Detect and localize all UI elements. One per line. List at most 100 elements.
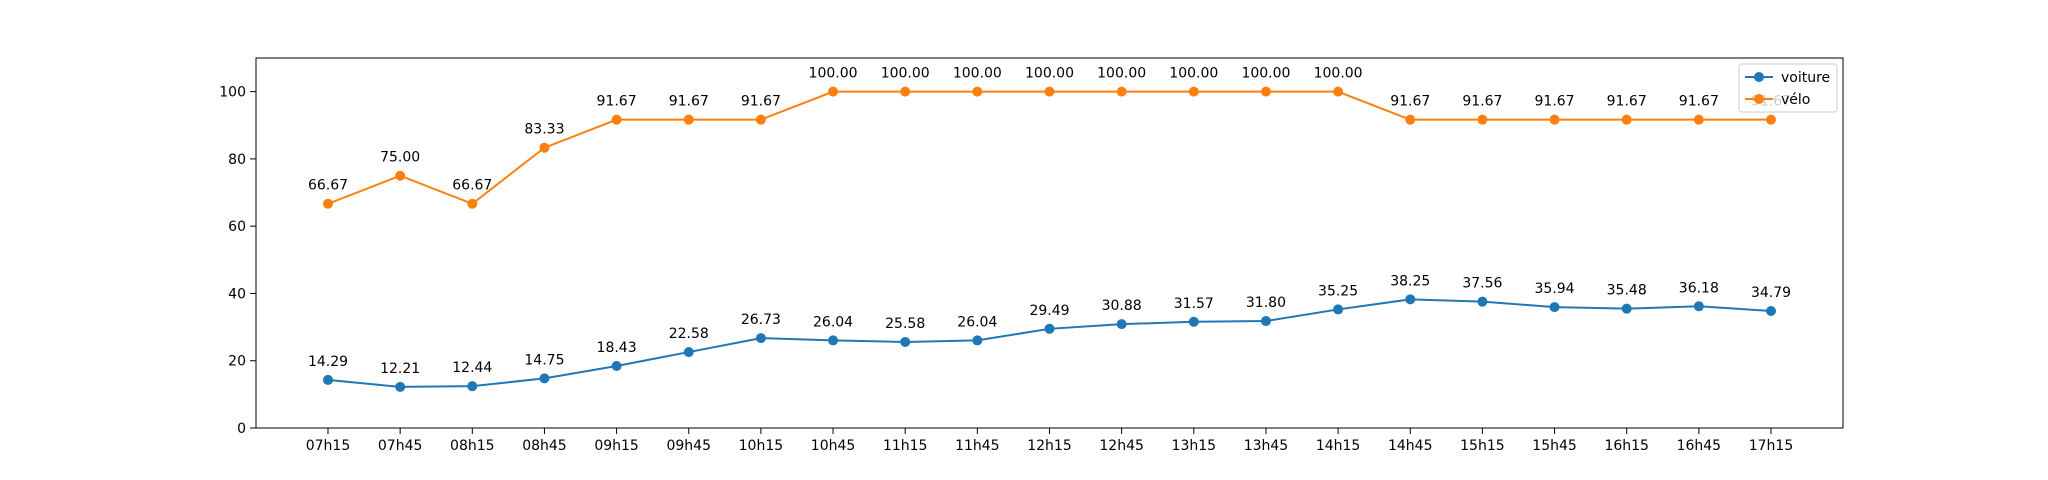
x-tick-label: 17h15 [1749, 438, 1794, 454]
data-label: 14.75 [524, 352, 564, 368]
data-point [1693, 114, 1704, 125]
data-point [828, 335, 839, 346]
data-point [683, 114, 694, 125]
data-label: 91.67 [669, 94, 709, 110]
data-label: 25.58 [885, 316, 925, 332]
x-tick-label: 14h45 [1388, 438, 1433, 454]
data-point [1116, 86, 1127, 97]
data-point [1621, 303, 1632, 314]
data-point [1405, 114, 1416, 125]
data-label: 38.25 [1390, 273, 1430, 289]
data-point [1693, 301, 1704, 312]
data-point [1044, 86, 1055, 97]
x-tick-label: 10h15 [739, 438, 784, 454]
x-tick-label: 14h15 [1316, 438, 1361, 454]
data-label: 12.44 [452, 360, 492, 376]
x-tick-label: 11h45 [955, 438, 1000, 454]
x-tick-label: 08h45 [522, 438, 567, 454]
data-point [1260, 86, 1271, 97]
data-label: 91.67 [741, 94, 781, 110]
legend: voiture vélo [1738, 63, 1838, 113]
x-tick-label: 13h45 [1244, 438, 1289, 454]
x-tick-label: 15h45 [1532, 438, 1577, 454]
data-label: 91.67 [1462, 94, 1502, 110]
x-tick-label: 08h15 [450, 438, 495, 454]
x-tick-label: 09h45 [666, 438, 711, 454]
legend-label: voiture [1781, 70, 1830, 86]
y-axis: 0 20 40 60 80 100 [219, 85, 256, 437]
data-point [467, 198, 478, 209]
y-tick-label: 100 [219, 85, 246, 101]
x-tick-label: 10h45 [811, 438, 856, 454]
data-point [323, 198, 333, 209]
legend-marker [1754, 72, 1764, 82]
data-label: 66.67 [452, 178, 492, 194]
data-label: 91.67 [1607, 94, 1647, 110]
data-point [1260, 316, 1271, 327]
data-point [900, 336, 911, 347]
data-point [1333, 86, 1344, 97]
data-point [395, 170, 406, 181]
data-point [467, 381, 478, 392]
data-point [1333, 304, 1344, 315]
data-label: 100.00 [1314, 66, 1363, 82]
data-label: 91.67 [1535, 94, 1575, 110]
y-tick-label: 0 [237, 421, 246, 437]
data-point [1477, 114, 1488, 125]
data-label: 36.18 [1679, 280, 1719, 296]
data-point [828, 86, 839, 97]
data-label: 34.79 [1751, 285, 1791, 301]
data-label: 100.00 [1169, 66, 1218, 82]
data-label: 14.29 [308, 354, 348, 370]
data-point [395, 381, 406, 392]
data-point [755, 333, 766, 344]
data-label: 29.49 [1029, 303, 1069, 319]
data-point [1621, 114, 1632, 125]
data-label: 18.43 [597, 340, 637, 356]
data-point [1549, 302, 1560, 313]
data-point [900, 86, 911, 97]
x-tick-label: 09h15 [594, 438, 639, 454]
data-label: 31.80 [1246, 295, 1286, 311]
data-label: 30.88 [1102, 298, 1142, 314]
data-point [539, 142, 550, 153]
data-label: 26.73 [741, 312, 781, 328]
y-tick-label: 80 [228, 152, 246, 168]
data-label: 35.25 [1318, 283, 1358, 299]
data-label: 66.67 [308, 178, 348, 194]
data-point [683, 347, 694, 358]
x-tick-label: 15h15 [1460, 438, 1505, 454]
data-label: 26.04 [813, 314, 853, 330]
data-label: 31.57 [1174, 296, 1214, 312]
x-tick-label: 07h15 [306, 438, 351, 454]
data-point [755, 114, 766, 125]
x-tick-label: 13h15 [1172, 438, 1217, 454]
data-label: 35.48 [1607, 283, 1647, 299]
data-label: 83.33 [524, 122, 564, 138]
data-label: 35.94 [1535, 281, 1575, 297]
data-label: 22.58 [669, 326, 709, 342]
x-tick-label: 12h15 [1027, 438, 1072, 454]
data-point [539, 373, 550, 384]
y-tick-label: 60 [228, 219, 246, 235]
data-point [1549, 114, 1560, 125]
x-tick-label: 07h45 [378, 438, 423, 454]
data-point [1766, 305, 1776, 316]
data-label: 100.00 [1025, 66, 1074, 82]
data-label: 100.00 [953, 66, 1002, 82]
series-layer: 14.29 12.21 12.44 14.75 18.43 22.58 26.73 26.04… [308, 66, 1791, 392]
data-point [1766, 114, 1776, 125]
data-label: 100.00 [1097, 66, 1146, 82]
data-label: 37.56 [1462, 276, 1502, 292]
data-point [1477, 296, 1488, 307]
data-label: 100.00 [881, 66, 930, 82]
data-label: 100.00 [809, 66, 858, 82]
data-label: 12.21 [380, 361, 420, 377]
data-point [323, 374, 333, 385]
data-point [611, 361, 622, 372]
data-point [1188, 316, 1199, 327]
data-label: 91.67 [597, 94, 637, 110]
data-point [1188, 86, 1199, 97]
